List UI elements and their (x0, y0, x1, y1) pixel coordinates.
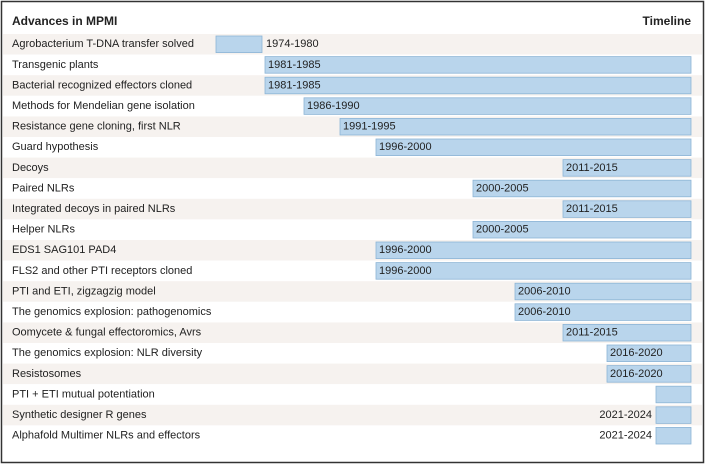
timeline-bar (606, 344, 692, 363)
period-label: 1981-1985 (268, 79, 321, 91)
row-label: Resistosomes (12, 368, 82, 380)
title: Advances in MPMI (12, 14, 117, 28)
row-band (3, 384, 702, 405)
period-label: 2011-2015 (566, 203, 618, 215)
period-label: 2000-2005 (476, 224, 529, 236)
timeline-bar (514, 282, 692, 301)
period-label: 1981-1985 (268, 59, 321, 71)
row-band (3, 198, 702, 220)
timeline-bar (655, 406, 692, 424)
row-label: Transgenic plants (12, 59, 99, 71)
timeline-bar (472, 179, 692, 198)
row-label: PTI + ETI mutual potentiation (12, 388, 155, 400)
row-label: Synthetic designer R genes (12, 409, 147, 421)
timeline-bar (303, 97, 692, 115)
timeline-bar (215, 35, 263, 54)
row-label: Bacterial recognized effectors cloned (12, 79, 192, 91)
timeline-bar (264, 76, 692, 95)
period-label: 2021-2024 (599, 409, 652, 421)
period-label: 1991-1995 (343, 121, 396, 133)
row-label: EDS1 SAG101 PAD4 (12, 244, 116, 256)
period-label: 1986-1990 (307, 100, 360, 112)
row-label: Integrated decoys in paired NLRs (12, 203, 176, 215)
row-band (3, 343, 702, 364)
period-label: 1996-2000 (379, 244, 432, 256)
timeline-bar (562, 323, 692, 342)
timeline-bar (606, 365, 692, 383)
row-band (3, 322, 702, 343)
timeline-bar (472, 220, 692, 239)
row-label: PTI and ETI, zigzagzig model (12, 285, 156, 297)
period-label: 2006-2010 (518, 285, 571, 297)
timeline-bar (562, 200, 692, 218)
period-label: 2011-2015 (566, 162, 618, 174)
timeline-bar (264, 56, 692, 74)
period-label: 1974-1980 (266, 38, 319, 50)
period-label: 2000-2005 (476, 182, 529, 194)
row-label: Oomycete & fungal effectoromics, Avrs (12, 327, 202, 339)
period-label: 2021-2024 (599, 430, 652, 442)
period-label: 1996-2000 (379, 265, 432, 277)
timeline-bar (375, 262, 692, 280)
period-label: 2011-2015 (566, 327, 618, 339)
timeline-bar (375, 138, 692, 157)
row-label: Guard hypothesis (12, 141, 99, 153)
row-label: Helper NLRs (12, 224, 75, 236)
period-label: 2006-2010 (518, 306, 571, 318)
row-label: Paired NLRs (12, 182, 75, 194)
row-label: Alphafold Multimer NLRs and effectors (12, 430, 201, 442)
timeline-bar (339, 118, 692, 136)
row-band (3, 404, 702, 426)
period-label: 2016-2020 (610, 347, 663, 359)
row-label: Decoys (12, 162, 49, 174)
row-band (3, 425, 702, 446)
timeline-heading: Timeline (643, 14, 692, 28)
row-label: Resistance gene cloning, first NLR (12, 121, 181, 133)
row-band (3, 34, 702, 55)
row-band (3, 363, 702, 385)
timeline-bar (562, 159, 692, 177)
row-label: The genomics explosion: pathogenomics (12, 306, 212, 318)
row-label: FLS2 and other PTI receptors cloned (12, 265, 192, 277)
timeline-bar (375, 241, 692, 260)
period-label: 1996-2000 (379, 141, 432, 153)
row-label: Agrobacterium T-DNA transfer solved (12, 38, 194, 50)
period-label: 2016-2020 (610, 368, 663, 380)
timeline-bar (655, 426, 692, 445)
row-label: The genomics explosion: NLR diversity (12, 347, 203, 359)
row-band (3, 157, 702, 179)
row-label: Methods for Mendelian gene isolation (12, 100, 195, 112)
timeline-bar (655, 385, 692, 404)
timeline-bar (514, 303, 692, 321)
